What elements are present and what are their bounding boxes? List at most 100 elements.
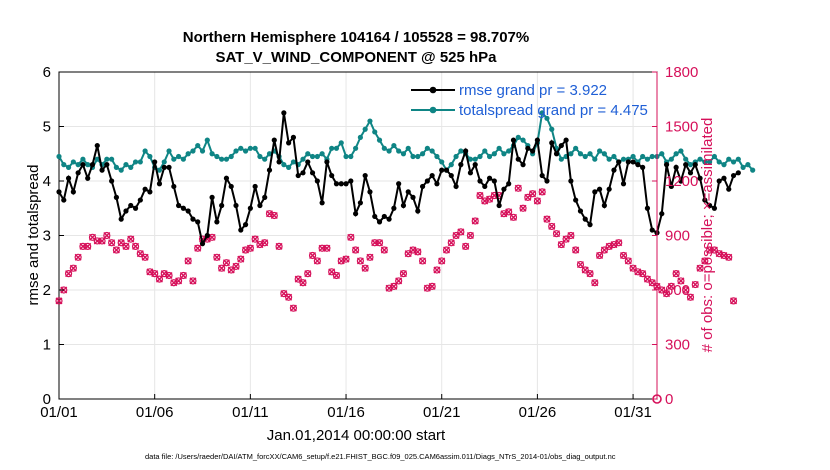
rmse-point: [89, 162, 96, 168]
totalspread-point: [166, 148, 172, 154]
obs-count-point: [576, 260, 585, 269]
rmse-point: [238, 227, 244, 233]
obs-count-point: [543, 215, 551, 223]
rmse-point: [707, 202, 713, 209]
obs-assimilated-marker: [313, 257, 321, 265]
obs-possible-marker: [55, 297, 63, 305]
obs-possible-marker: [533, 197, 542, 205]
rmse-point: [721, 175, 727, 181]
rmse-point: [80, 162, 86, 168]
obs-assimilated-marker: [591, 279, 599, 287]
obs-assimilated-marker: [677, 277, 685, 285]
obs-assimilated-marker: [309, 251, 317, 259]
totalspread-point: [515, 134, 521, 140]
obs-possible-marker: [725, 253, 733, 261]
totalspread-point: [467, 156, 474, 162]
totalspread-point: [434, 153, 440, 160]
obs-count-point: [447, 239, 455, 247]
rmse-point: [683, 162, 689, 168]
totalspread-point: [453, 153, 459, 160]
rmse-point: [199, 241, 206, 247]
obs-assimilated-marker: [347, 233, 355, 241]
rmse-point: [113, 194, 120, 200]
obs-possible-marker: [615, 239, 623, 247]
obs-count-point: [323, 244, 331, 252]
obs-count-point: [672, 270, 680, 278]
rmse-point: [228, 183, 234, 190]
obs-assimilated-marker: [462, 242, 470, 250]
rmse-point: [663, 162, 670, 168]
obs-assimilated-marker: [529, 190, 537, 198]
rmse-point: [553, 151, 560, 157]
obs-count-point: [667, 282, 675, 290]
rmse-point: [592, 189, 598, 195]
obs-assimilated-marker: [696, 264, 704, 272]
obs-count-point: [595, 251, 604, 260]
obs-possible-marker: [619, 251, 628, 260]
totalspread-point: [506, 148, 512, 154]
obs-possible-marker: [380, 246, 388, 254]
totalspread-point: [410, 153, 416, 160]
totalspread-point: [424, 145, 430, 151]
totalspread-point: [544, 115, 550, 121]
obs-assimilated-marker: [457, 228, 465, 236]
obs-count-point: [591, 279, 599, 287]
rmse-point: [223, 175, 230, 181]
obs-possible-marker: [64, 270, 73, 278]
obs-count-point: [237, 255, 245, 263]
obs-assimilated-marker: [438, 257, 446, 265]
totalspread-point: [678, 148, 684, 154]
rmse-point: [673, 164, 679, 170]
totalspread-point: [707, 159, 713, 165]
obs-possible-marker: [696, 264, 704, 272]
obs-count-point: [375, 239, 384, 247]
totalspread-point: [491, 151, 497, 157]
rmse-point: [486, 175, 493, 181]
obs-possible-marker: [69, 264, 77, 272]
obs-count-point: [538, 188, 546, 196]
totalspread-point: [501, 151, 507, 157]
rmse-point: [711, 205, 718, 211]
rmse-point: [281, 110, 287, 116]
y-left-tick-label: 4: [43, 173, 51, 190]
totalspread-point: [735, 156, 741, 162]
obs-count-point: [438, 257, 446, 265]
obs-assimilated-marker: [304, 270, 312, 278]
y-left-tick-label: 3: [43, 228, 51, 245]
obs-possible-marker: [395, 277, 403, 285]
rmse-point: [314, 178, 320, 184]
rmse-point: [463, 148, 469, 154]
obs-count-point: [725, 253, 733, 261]
totalspread-point: [228, 153, 234, 160]
totalspread-point: [156, 167, 163, 173]
obs-assimilated-marker: [663, 290, 671, 298]
obs-count-point: [74, 253, 82, 261]
obs-count-point: [567, 231, 575, 240]
y-left-tick-label: 0: [43, 391, 51, 408]
rmse-point: [525, 145, 531, 151]
obs-count-point: [352, 246, 360, 254]
obs-assimilated-marker: [366, 253, 374, 261]
obs-assimilated-marker: [69, 264, 77, 272]
totalspread-point: [405, 145, 411, 151]
obs-assimilated-marker: [639, 270, 647, 278]
obs-count-point: [624, 257, 632, 265]
obs-assimilated-marker: [567, 232, 575, 239]
totalspread-point: [348, 153, 354, 160]
rmse-point: [730, 172, 737, 179]
rmse-point: [668, 183, 674, 190]
totalspread-point: [649, 153, 655, 160]
rmse-point: [448, 172, 454, 179]
rmse-point: [214, 219, 220, 225]
y-left-tick-label: 6: [43, 64, 51, 81]
totalspread-point: [582, 153, 588, 160]
totalspread-point: [142, 148, 148, 154]
obs-possible-marker: [581, 266, 589, 274]
totalspread-point: [329, 145, 335, 151]
rmse-point: [56, 189, 62, 195]
rmse-point: [697, 175, 703, 181]
rmse-point: [558, 142, 564, 149]
rmse-point: [381, 213, 387, 220]
obs-assimilated-marker: [175, 277, 183, 285]
obs-count-point: [686, 293, 695, 301]
